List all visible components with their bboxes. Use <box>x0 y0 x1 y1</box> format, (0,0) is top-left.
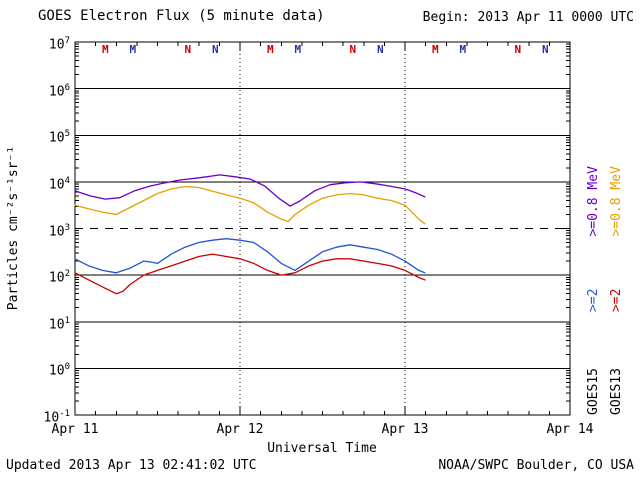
plot-frame <box>74 41 571 416</box>
legend-goes15-ge2mev: >=2 <box>586 288 601 313</box>
marker-letter-n: N <box>212 43 219 56</box>
source-attribution: NOAA/SWPC Boulder, CO USA <box>438 458 634 473</box>
y-tick-label: 106 <box>48 82 70 99</box>
y-tick-label: 105 <box>48 129 70 146</box>
legend-goes15-ge08mev: >=0.8 MeV <box>586 166 601 237</box>
begin-time-label: Begin: 2013 Apr 11 0000 UTC <box>422 10 634 25</box>
marker-letter-m: M <box>432 43 439 56</box>
series-goes15-0-8-mev <box>74 174 426 207</box>
legend-goes15-satellite: GOES15 <box>586 368 601 415</box>
marker-letter-m: M <box>102 43 109 56</box>
page-title: GOES Electron Flux (5 minute data) <box>38 8 325 24</box>
legend-goes13-ge2mev: >=2 <box>609 288 624 313</box>
legend-goes13-ge08mev: >=0.8 MeV <box>609 166 624 237</box>
y-tick-label: 107 <box>48 36 70 53</box>
marker-letter-n: N <box>377 43 384 56</box>
x-axis-label: Universal Time <box>267 441 377 456</box>
marker-letter-n: N <box>514 43 521 56</box>
x-tick-label: Apr 14 <box>546 422 594 437</box>
y-tick-label: 10-1 <box>43 409 71 426</box>
marker-letter-n: N <box>542 43 549 56</box>
y-tick-label: 101 <box>48 315 70 333</box>
marker-letter-m: M <box>129 43 136 56</box>
marker-letter-n: N <box>184 43 191 56</box>
marker-letter-m: M <box>459 43 466 56</box>
legend-goes15: GOES15 >=2 >=0.8 MeV <box>586 42 601 415</box>
y-tick-label: 103 <box>48 222 70 239</box>
y-tick-label: 102 <box>48 269 70 286</box>
legend-goes13: GOES13 >=2 >=0.8 MeV <box>609 42 624 415</box>
marker-letter-n: N <box>349 43 356 56</box>
series-goes15-2-mev <box>74 238 426 274</box>
y-axis-label: Particles cm⁻²s⁻¹sr⁻¹ <box>6 145 21 311</box>
series-goes13-2-mev <box>74 253 426 295</box>
marker-letter-m: M <box>294 43 301 56</box>
grid-and-ticks <box>74 41 571 416</box>
x-tick-label: Apr 11 <box>51 422 99 437</box>
legend-goes13-satellite: GOES13 <box>609 368 624 415</box>
series-goes13-0-8-mev <box>74 185 426 225</box>
y-tick-label: 100 <box>48 362 70 379</box>
updated-timestamp: Updated 2013 Apr 13 02:41:02 UTC <box>6 458 257 473</box>
x-tick-label: Apr 13 <box>381 422 429 437</box>
x-tick-label: Apr 12 <box>216 422 264 437</box>
marker-letter-m: M <box>267 43 274 56</box>
y-tick-label: 104 <box>48 175 70 193</box>
